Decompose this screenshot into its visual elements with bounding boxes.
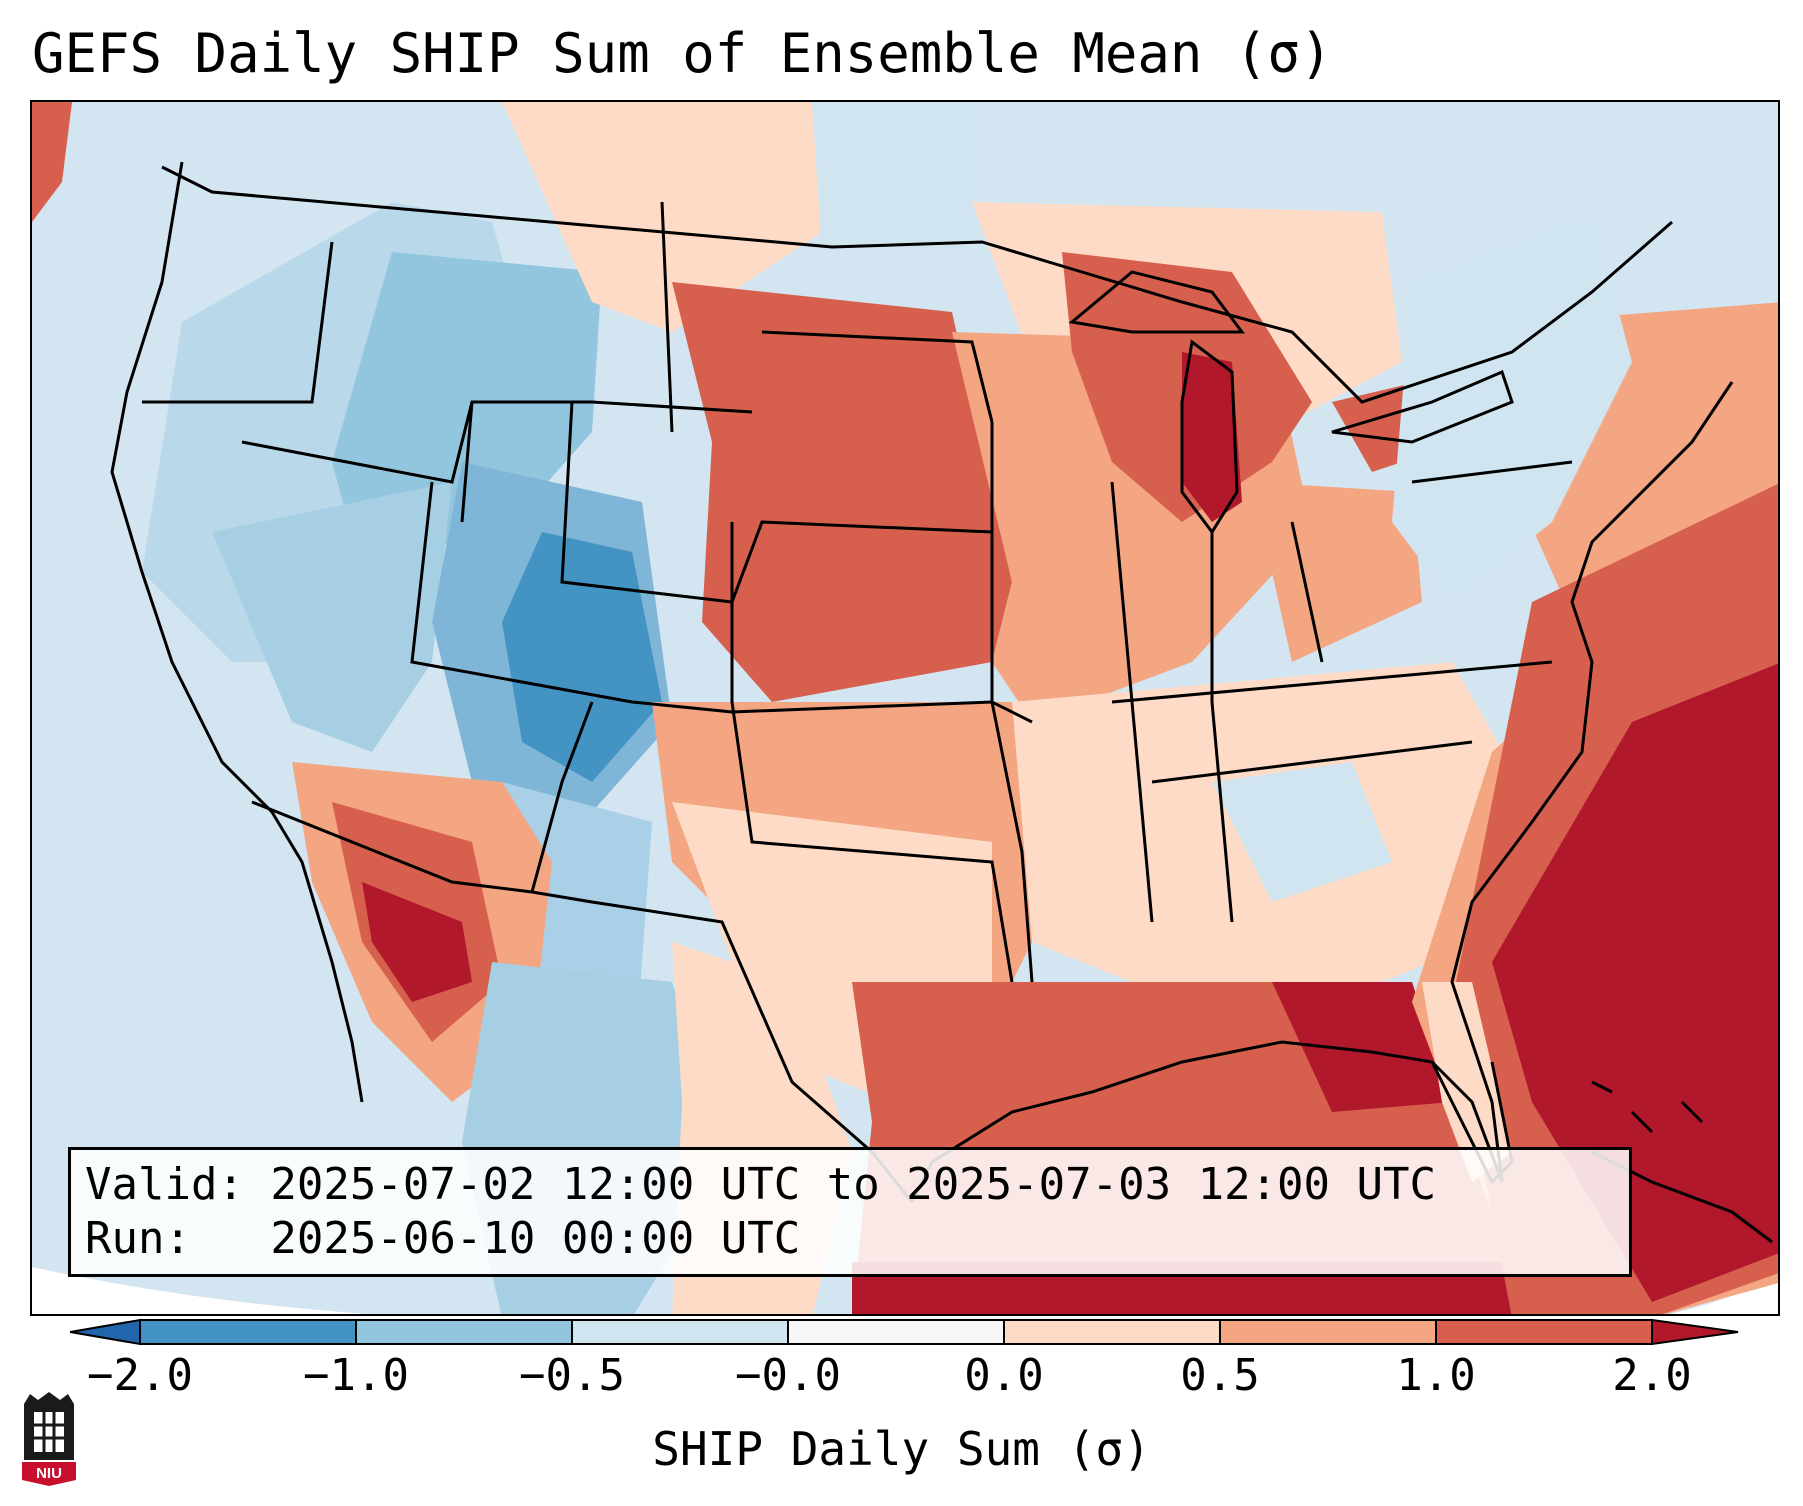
state-line — [1151, 740, 1473, 784]
zone-great-basin — [212, 482, 452, 752]
state-line — [761, 330, 994, 423]
colorbar-tick-label: −2.0 — [87, 1350, 193, 1401]
state-line — [660, 201, 674, 433]
map-projection-edge — [32, 1267, 369, 1314]
zone-southeast-blue — [1212, 762, 1392, 902]
state-line — [530, 701, 594, 893]
colorbar-extend-max — [1651, 1318, 1739, 1346]
zone-gulf-core — [1272, 982, 1452, 1112]
colorbar-segment — [356, 1320, 572, 1344]
coastline-pacific — [110, 161, 364, 1103]
valid-run-info-box: Valid: 2025-07-02 12:00 UTC to 2025-07-0… — [68, 1147, 1632, 1277]
zone-lake-michigan — [1182, 352, 1242, 522]
state-line — [1411, 460, 1573, 484]
boundary-lines — [110, 161, 1773, 1244]
lake-erie-outline — [1331, 369, 1514, 444]
colorbar-tick-label: −0.0 — [735, 1350, 841, 1401]
colorbar-segment — [1220, 1320, 1436, 1344]
zone-atlantic-core — [1492, 663, 1778, 1302]
state-line — [1111, 660, 1553, 704]
state-line — [460, 401, 474, 523]
logo-text: NIU — [36, 1465, 62, 1482]
atlantic-coast — [1450, 381, 1734, 1183]
colorbar-segment — [140, 1320, 356, 1344]
anomaly-map — [32, 102, 1778, 1314]
colorbar-segment — [572, 1320, 788, 1344]
niu-logo: NIU — [22, 1392, 76, 1486]
state-line — [990, 422, 1034, 983]
plot-title: GEFS Daily SHIP Sum of Ensemble Mean (σ) — [32, 22, 1333, 85]
zone-north-dakota-blue — [812, 102, 972, 252]
zone-gulf-of-california — [362, 882, 472, 1002]
colorbar-segment — [788, 1320, 1004, 1344]
state-line — [1290, 521, 1324, 663]
colorbar-tick-label: −1.0 — [303, 1350, 409, 1401]
map-panel: Valid: 2025-07-02 12:00 UTC to 2025-07-0… — [30, 100, 1780, 1316]
zone-rockies-core — [502, 532, 662, 782]
lake-superior-outline — [1068, 270, 1245, 334]
gulf-coast — [910, 1040, 1504, 1203]
colorbar-segment — [1436, 1320, 1652, 1344]
bahamas-outline — [1591, 1080, 1704, 1134]
valid-time-text: Valid: 2025-07-02 12:00 UTC to 2025-07-0… — [85, 1159, 1437, 1210]
colorbar-extend-min — [70, 1318, 141, 1346]
colorbar — [70, 1318, 1739, 1346]
colorbar-tick-label: 0.0 — [964, 1350, 1044, 1401]
zone-northern-plains — [672, 282, 1012, 702]
colorbar-tick-label: −0.5 — [519, 1350, 625, 1401]
colorbar-tick-label: 1.0 — [1396, 1350, 1476, 1401]
state-line — [1110, 481, 1154, 923]
state-line — [142, 241, 334, 404]
colorbar-tick-label: 2.0 — [1612, 1350, 1692, 1401]
colorbar-tick-label: 0.5 — [1180, 1350, 1260, 1401]
run-time-text: Run: 2025-06-10 00:00 UTC — [85, 1213, 801, 1264]
map-projection-edge — [1670, 1274, 1778, 1314]
colorbar-segment — [1004, 1320, 1220, 1344]
state-line — [410, 481, 1033, 724]
canada-border — [161, 165, 1673, 404]
state-line — [1210, 532, 1234, 923]
zone-florida — [1422, 982, 1512, 1182]
lake-michigan-outline — [1180, 339, 1239, 535]
colorbar-ticks: −2.0 −1.0 −0.5 −0.0 0.0 0.5 1.0 2.0 — [0, 1350, 1803, 1410]
state-line — [730, 522, 1014, 983]
zone-northeast-cool — [1392, 212, 1632, 602]
colorbar-label: SHIP Daily Sum (σ) — [652, 1422, 1151, 1476]
mexico-border — [251, 800, 914, 1203]
zone-pacific-corner — [32, 102, 72, 222]
